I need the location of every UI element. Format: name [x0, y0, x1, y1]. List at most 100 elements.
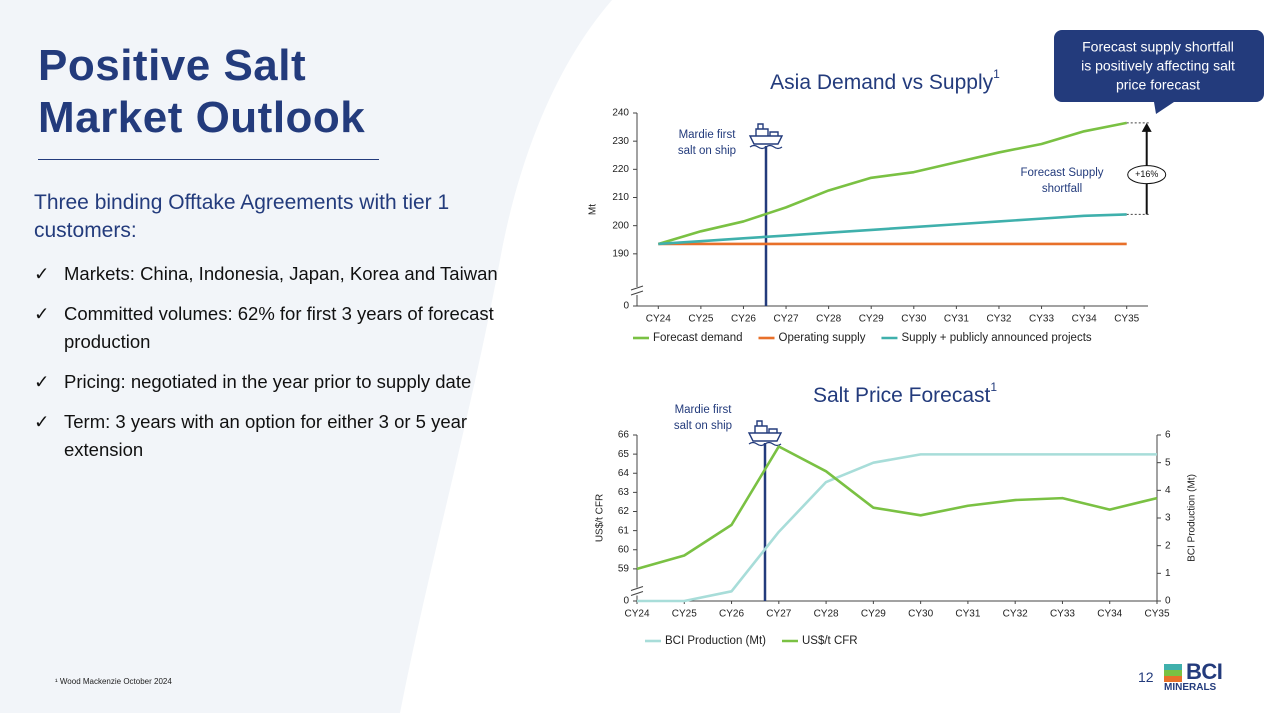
y-tick-label: 210 [612, 192, 629, 203]
callout-text: Forecast supply shortfall [1082, 39, 1234, 55]
bullet: Committed volumes: 62% for first 3 years… [34, 300, 504, 356]
y2-tick-label: 0 [1165, 596, 1171, 607]
ship-waves [748, 441, 782, 447]
y-tick-label: 200 [612, 220, 629, 231]
series-line [637, 453, 1157, 603]
x-tick-label: CY32 [1003, 609, 1028, 620]
y-tick-label: 0 [623, 596, 629, 607]
x-tick-label: CY29 [861, 609, 886, 620]
series-line [658, 213, 1127, 246]
x-tick-label: CY26 [731, 314, 756, 325]
x-tick-label: CY26 [719, 609, 744, 620]
legend-label: Operating supply [779, 332, 866, 344]
x-tick-label: CY24 [646, 314, 671, 325]
y-tick-label: 63 [618, 487, 630, 498]
legend-label: Forecast demand [653, 332, 743, 344]
y2-axis-label: BCI Production (Mt) [1187, 474, 1198, 562]
logo-top: BCI [1186, 659, 1223, 684]
y-tick-label: 61 [618, 525, 630, 536]
change-label: +16% [1135, 169, 1158, 179]
title-line: Market Outlook [38, 93, 366, 142]
y2-tick-label: 3 [1165, 513, 1171, 524]
axis-break-gap [631, 587, 643, 596]
ship-icon [748, 123, 784, 145]
y-tick-label: 240 [612, 108, 629, 119]
chart-title-text: Salt Price Forecast [813, 384, 991, 407]
x-tick-label: CY30 [908, 609, 933, 620]
callout-text: price forecast [1116, 77, 1200, 93]
change-badge [1127, 165, 1167, 185]
logo: BCI MINERALS [1164, 659, 1223, 693]
y-tick-label: 65 [618, 449, 630, 460]
y2-tick-label: 2 [1165, 540, 1171, 551]
y2-tick-label: 1 [1165, 568, 1171, 579]
y-tick-label: 220 [612, 164, 629, 175]
x-tick-label: CY28 [814, 609, 839, 620]
chart-title: Asia Demand vs Supply1 [770, 67, 1000, 93]
shortfall-label: shortfall [1042, 183, 1082, 195]
x-tick-label: CY31 [955, 609, 980, 620]
axis-break-gap [631, 287, 643, 295]
y-tick-label: 64 [618, 468, 630, 479]
legend-label: Supply + publicly announced projects [901, 332, 1091, 344]
y-tick-label: 190 [612, 248, 629, 259]
bullet: Markets: China, Indonesia, Japan, Korea … [34, 260, 504, 288]
shortfall-label: Forecast Supply [1020, 167, 1103, 179]
chart-title-note: 1 [990, 380, 997, 394]
legend-label: BCI Production (Mt) [665, 635, 766, 647]
subtitle: Three binding Offtake Agreements with ti… [34, 191, 450, 242]
y2-tick-label: 5 [1165, 457, 1171, 468]
marker-label: salt on ship [674, 420, 732, 432]
callout-box [1054, 30, 1264, 114]
axis-break [630, 586, 644, 596]
marker-label: Mardie first [675, 404, 733, 416]
x-tick-label: CY33 [1050, 609, 1075, 620]
title-rule [38, 159, 379, 160]
x-tick-label: CY24 [624, 609, 649, 620]
x-tick-label: CY35 [1144, 609, 1169, 620]
x-tick-label: CY25 [672, 609, 697, 620]
y-tick-label: 59 [618, 564, 630, 575]
x-tick-label: CY33 [1029, 314, 1054, 325]
x-tick-label: CY27 [766, 609, 791, 620]
ship-icon [747, 420, 783, 442]
y-tick-label: 230 [612, 136, 629, 147]
series-line [636, 445, 1158, 571]
x-tick-label: CY27 [774, 314, 799, 325]
chart-title-note: 1 [993, 67, 1000, 81]
y-tick-label: 62 [618, 506, 630, 517]
slide-title: Positive Salt Market Outlook [38, 40, 365, 144]
logo-icon [1164, 664, 1182, 682]
x-tick-label: CY35 [1114, 314, 1139, 325]
background-shape [0, 0, 612, 713]
page-number: 12 [1138, 669, 1154, 685]
series-line [657, 121, 1127, 246]
chart-title-text: Asia Demand vs Supply [770, 71, 993, 94]
y-tick-label: 66 [618, 430, 630, 441]
y-tick-label: 0 [623, 301, 629, 312]
bullet: Term: 3 years with an option for either … [34, 408, 504, 464]
x-tick-label: CY32 [986, 314, 1011, 325]
x-tick-label: CY29 [859, 314, 884, 325]
x-tick-label: CY34 [1097, 609, 1122, 620]
y-axis-label: US$/t CFR [595, 494, 606, 542]
bullet: Pricing: negotiated in the year prior to… [34, 368, 504, 396]
footnote: ¹ Wood Mackenzie October 2024 [55, 677, 172, 686]
y2-tick-label: 6 [1165, 430, 1171, 441]
chart-title: Salt Price Forecast1 [813, 380, 997, 406]
marker-label: salt on ship [678, 145, 736, 157]
legend-label: US$/t CFR [802, 635, 858, 647]
arrow-head [1141, 122, 1152, 132]
x-tick-label: CY25 [688, 314, 713, 325]
marker-label: Mardie first [679, 129, 737, 141]
axis-break [630, 285, 644, 296]
x-tick-label: CY28 [816, 314, 841, 325]
x-tick-label: CY34 [1072, 314, 1097, 325]
callout-text: is positively affecting salt [1081, 58, 1235, 74]
logo-bottom: MINERALS [1164, 682, 1217, 693]
x-tick-label: CY30 [901, 314, 926, 325]
y2-tick-label: 4 [1165, 485, 1171, 496]
title-line: Positive Salt [38, 41, 307, 90]
